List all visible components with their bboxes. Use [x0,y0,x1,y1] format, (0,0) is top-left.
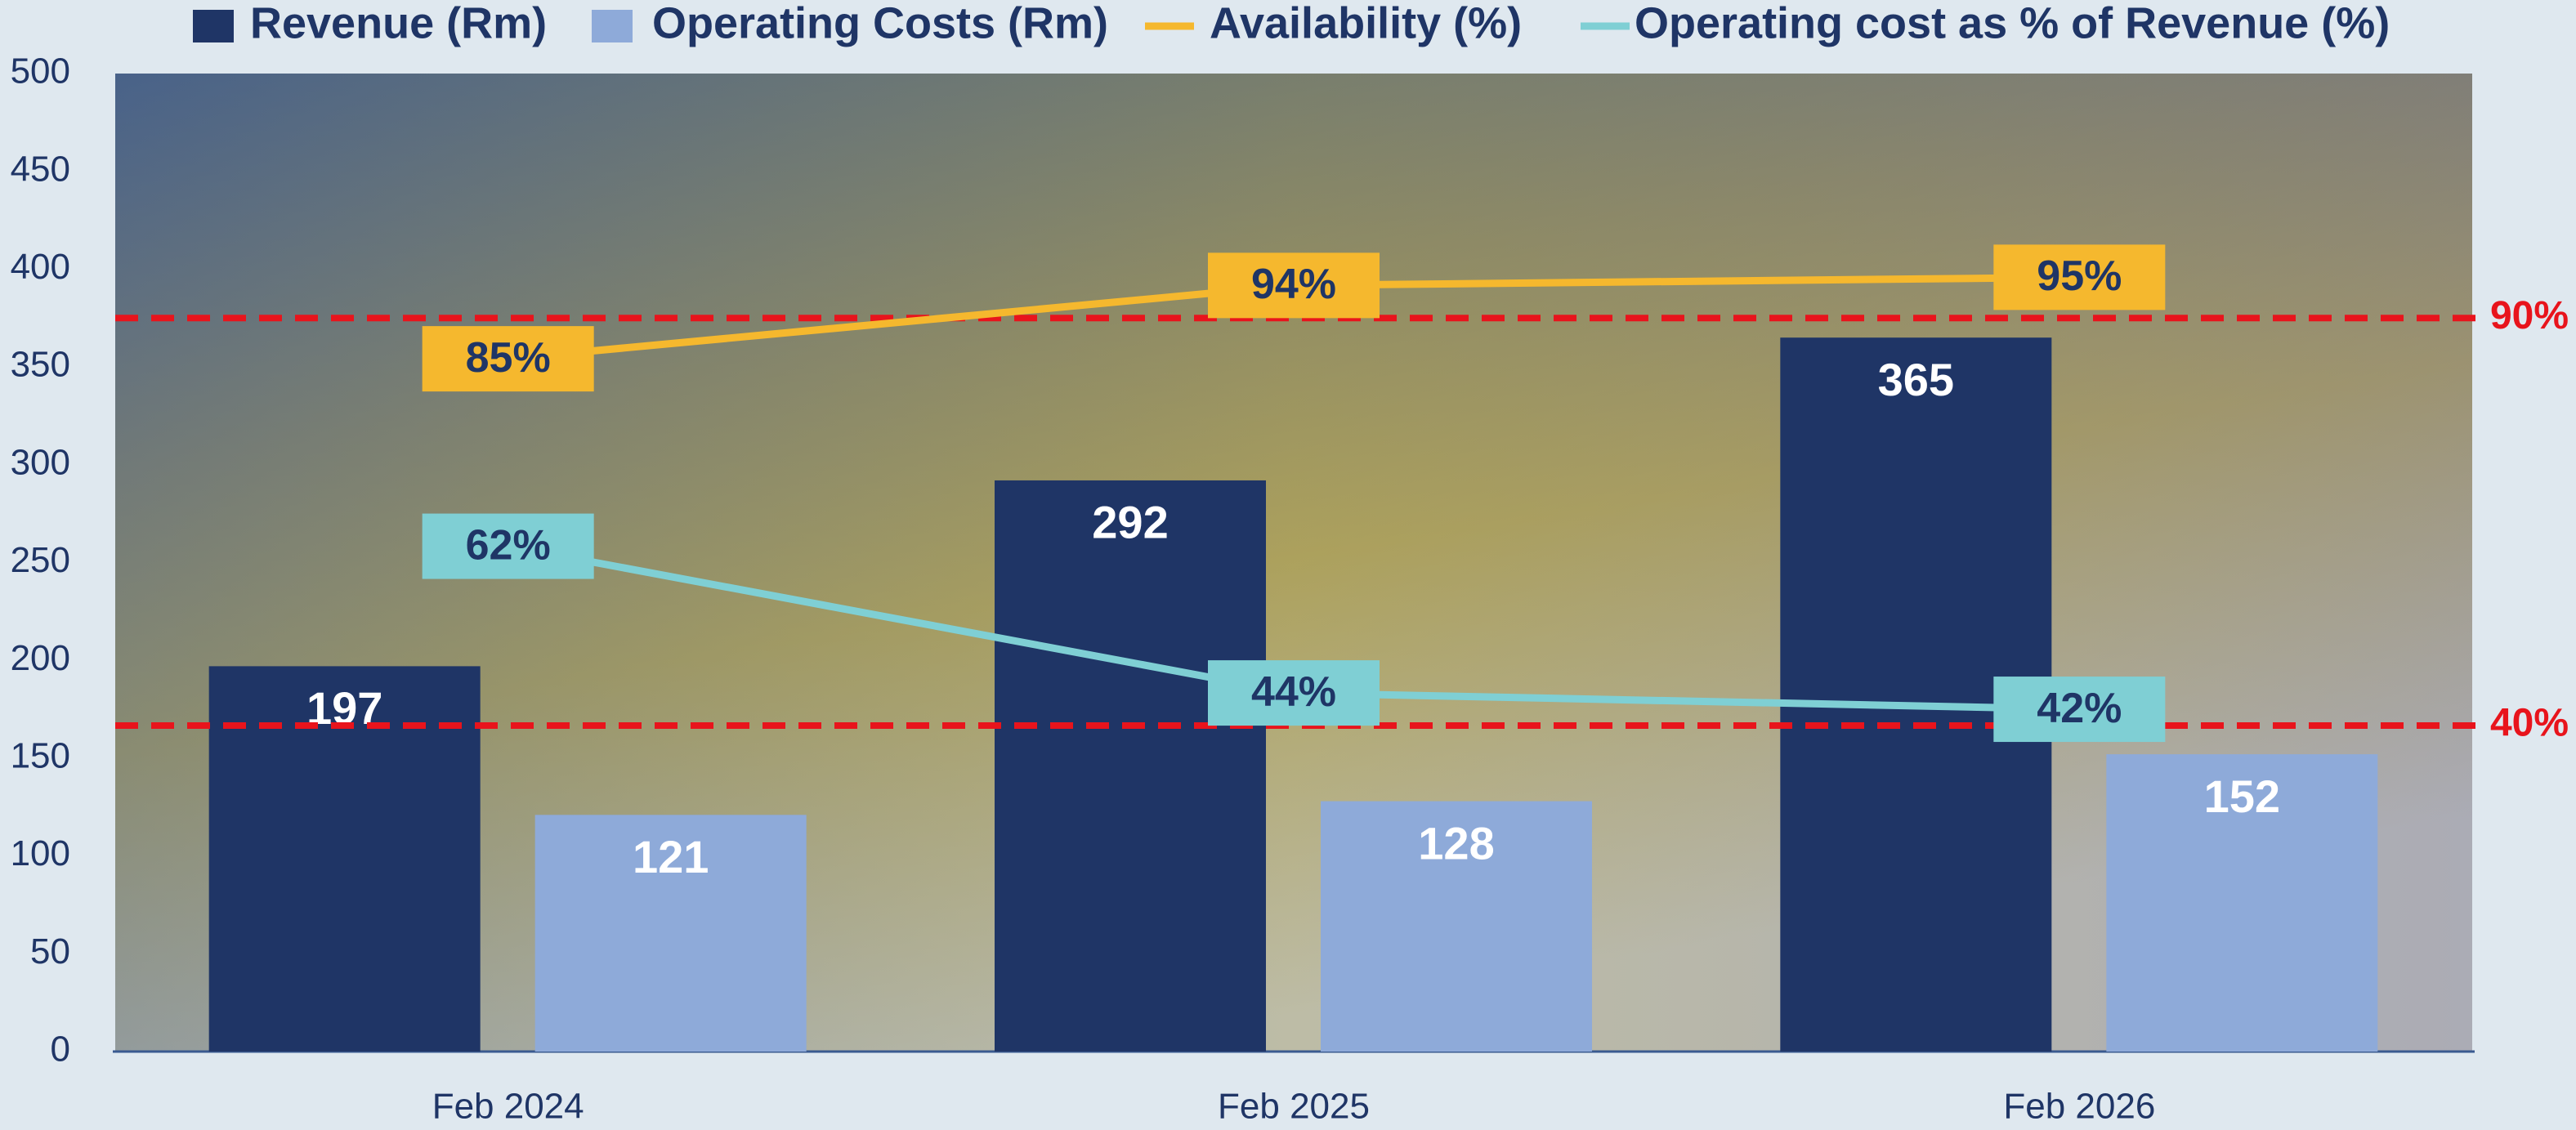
x-tick-label: Feb 2026 [2003,1087,2155,1127]
line-value-label: 95% [2037,252,2122,300]
bar-value-label: 365 [1878,354,1954,405]
legend-label: Operating Costs (Rm) [652,0,1108,47]
y-tick-label: 350 [11,345,70,385]
legend-label: Availability (%) [1210,0,1522,47]
reference-label: 90% [2490,294,2569,337]
legend-label: Revenue (Rm) [250,0,547,47]
line-value-label: 62% [466,521,551,569]
y-tick-label: 150 [11,736,70,776]
y-tick-label: 300 [11,442,70,482]
x-tick-label: Feb 2025 [1218,1087,1370,1127]
line-value-label: 44% [1251,668,1336,716]
page: 0 50 100 150 200 250 300 350 400 450 500 Feb 2024 Fe… [0,0,2576,1130]
reference-label: 40% [2490,702,2569,745]
y-tick-label: 500 [11,51,70,92]
line-value-label: 94% [1251,261,1336,308]
x-tick-label: Feb 2024 [432,1087,584,1127]
y-tick-label: 250 [11,540,70,580]
line-value-label: 42% [2037,685,2122,732]
y-tick-label: 0 [51,1030,70,1070]
legend-marker [193,10,234,42]
chart: 0 50 100 150 200 250 300 350 400 450 500 Feb 2024 Fe… [0,0,2576,1130]
bar-value-label: 152 [2204,770,2280,822]
bar-value-label: 292 [1092,497,1168,548]
y-tick-label: 450 [11,149,70,189]
legend-marker [592,10,633,42]
y-tick-label: 50 [30,931,70,971]
y-tick-label: 200 [11,638,70,678]
bar-value-label: 121 [633,831,709,882]
y-tick-label: 100 [11,833,70,873]
line-value-label: 85% [466,334,551,382]
bar-value-label: 128 [1418,817,1494,869]
legend-label: Operating cost as % of Revenue (%) [1635,0,2390,47]
bar [995,480,1266,1052]
y-tick-label: 400 [11,247,70,287]
